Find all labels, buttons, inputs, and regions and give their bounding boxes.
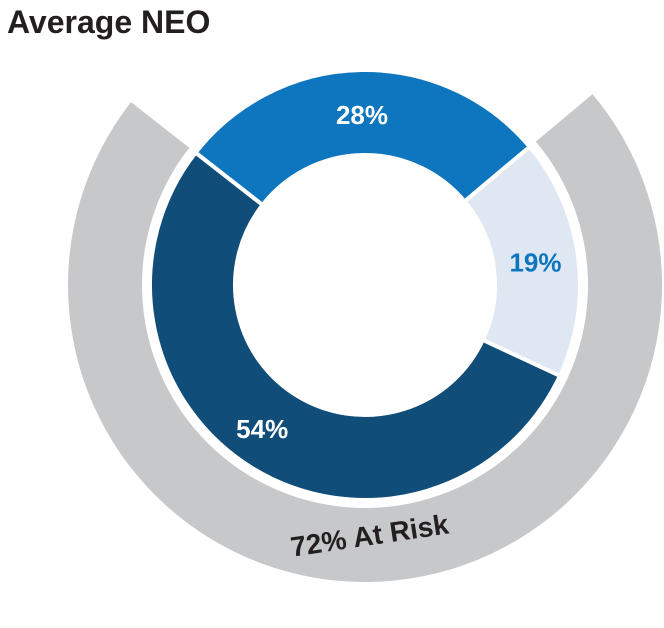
donut-segment bbox=[192, 68, 533, 208]
segment-labels: 28% 19% 54% bbox=[236, 100, 561, 444]
segment-value-label: 54% bbox=[236, 414, 288, 444]
page-title: Average NEO bbox=[7, 4, 210, 40]
donut-segments bbox=[148, 68, 582, 502]
outer-ring-arc bbox=[68, 94, 663, 582]
donut-segment bbox=[461, 143, 582, 379]
donut-segment bbox=[148, 149, 563, 502]
segment-value-label: 19% bbox=[509, 248, 561, 278]
segment-value-label: 28% bbox=[336, 100, 388, 130]
